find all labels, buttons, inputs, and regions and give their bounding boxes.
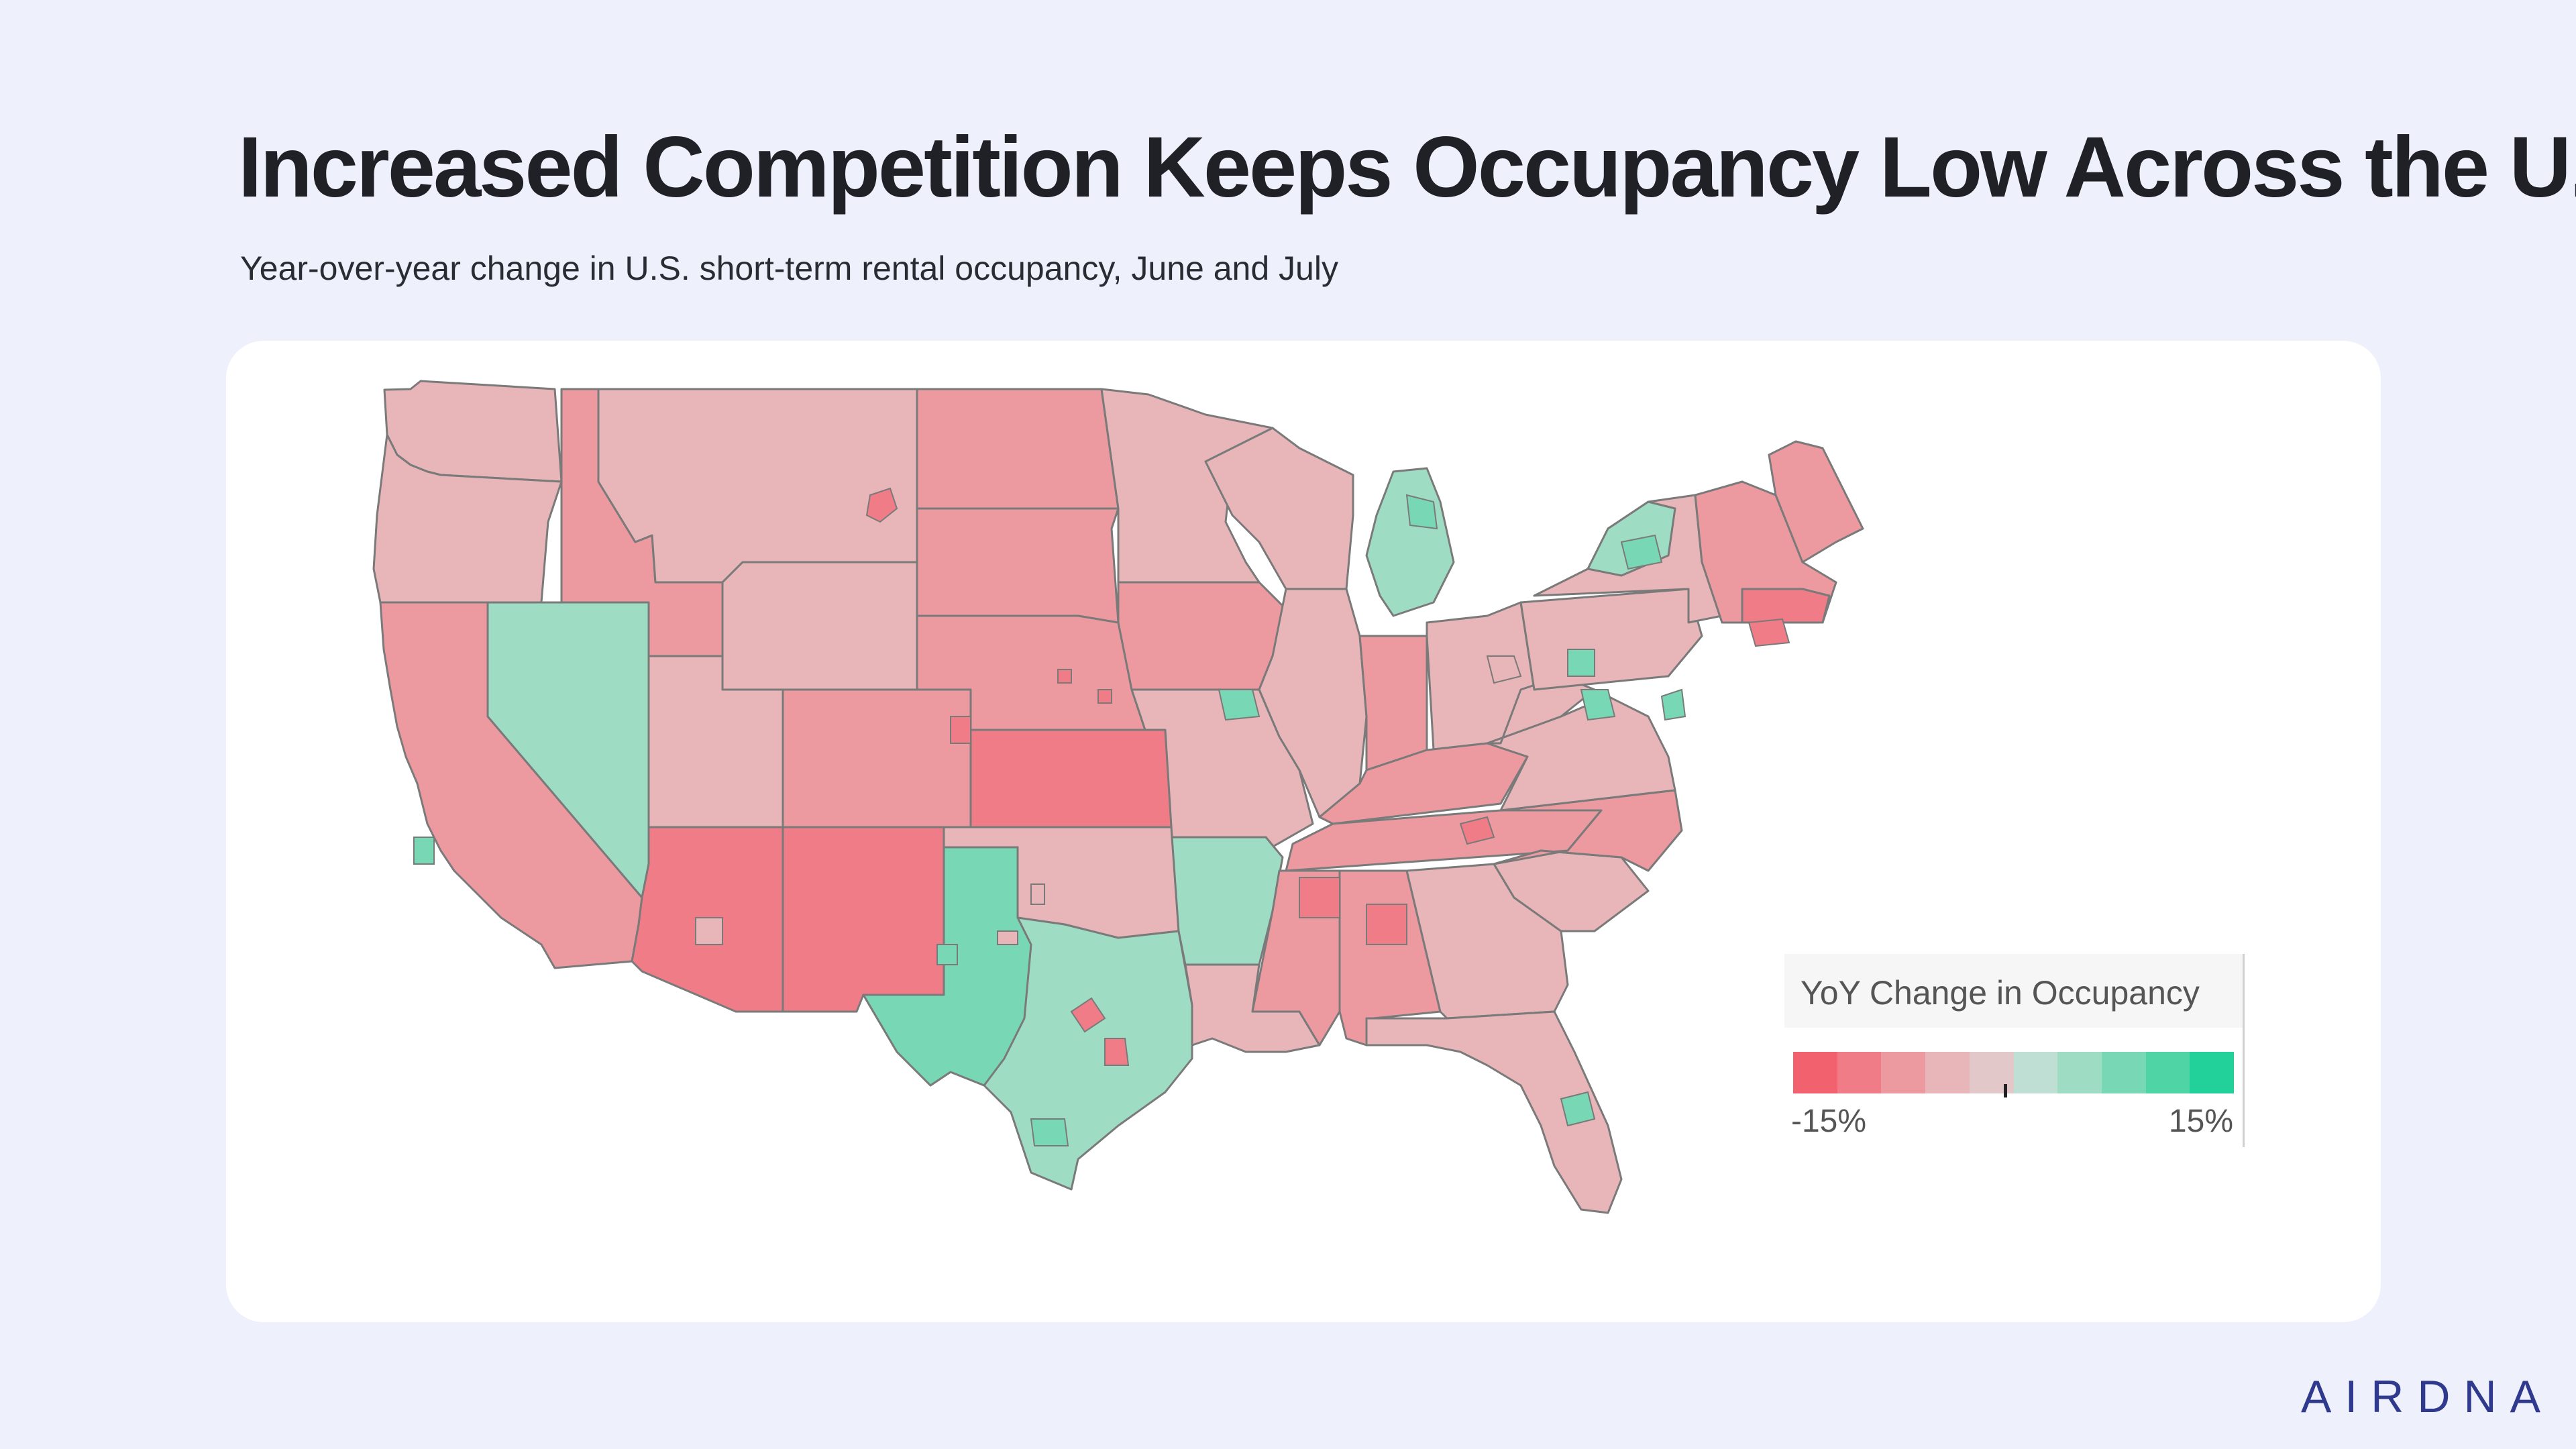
metro-subregion[interactable] [1660,688,1686,721]
region-oregon[interactable] [372,433,563,604]
region-wisconsin[interactable] [1204,427,1354,590]
legend-step [2013,1052,2058,1093]
metro-subregion[interactable] [1097,689,1112,704]
us-choropleth-map [372,380,1864,1214]
metro-subregion[interactable] [1057,669,1072,684]
metro-subregion[interactable] [1070,997,1106,1033]
region-florida[interactable] [1365,1010,1623,1214]
region-colorado[interactable] [782,688,972,828]
page-subtitle: Year-over-year change in U.S. short-term… [240,250,1338,287]
region-pennsylvania[interactable] [1519,588,1703,691]
legend-min-label: -15% [1791,1104,1867,1139]
metro-subregion[interactable] [1299,877,1340,918]
metro-subregion[interactable] [1567,649,1595,677]
region-massachusetts[interactable] [1741,588,1831,624]
metro-subregion[interactable] [1366,904,1407,945]
metro-subregion[interactable] [865,487,898,523]
region-minnesota[interactable] [1100,388,1274,584]
region-maine[interactable] [1768,440,1864,564]
legend-step [2190,1052,2235,1093]
region-south-dakota[interactable] [916,507,1120,624]
map-regions [372,380,1864,1214]
brand-logo: AIRDNA [2301,1371,2554,1422]
page-title: Increased Competition Keeps Occupancy Lo… [238,119,2576,215]
metro-subregion[interactable] [1030,1118,1069,1146]
region-new-england[interactable] [1694,480,1837,624]
metro-subregion[interactable] [1580,689,1616,721]
metro-subregion[interactable] [1218,689,1260,721]
legend-zero-tick [2004,1084,2007,1097]
region-indiana[interactable] [1358,635,1428,771]
metro-subregion[interactable] [1486,655,1522,684]
region-arkansas[interactable] [1171,836,1284,966]
map-subregions [413,487,1790,1146]
region-virginia[interactable] [1486,695,1676,812]
legend-header [1784,954,2244,1028]
metro-subregion[interactable] [413,837,435,865]
legend-title: YoY Change in Occupancy [1801,974,2200,1012]
legend-step [1793,1052,1837,1093]
legend-max-label: 15% [2168,1104,2233,1139]
metro-subregion[interactable] [997,930,1018,945]
legend-divider [2243,954,2245,1147]
region-wyoming[interactable] [721,561,918,691]
region-north-carolina[interactable] [1493,789,1683,872]
metro-subregion[interactable] [936,944,958,965]
legend-step [1881,1052,1926,1093]
metro-subregion[interactable] [1748,618,1790,647]
legend-step [1837,1052,1882,1093]
legend-step [2057,1052,2102,1093]
legend: YoY Change in Occupancy -15% 15% [1784,954,2252,1147]
legend-step [1925,1052,1970,1093]
metro-subregion[interactable] [1560,1091,1596,1127]
metro-subregion[interactable] [695,917,723,945]
legend-step [2145,1052,2190,1093]
region-new-mexico[interactable] [782,826,945,1013]
region-kansas[interactable] [969,729,1173,828]
metro-subregion[interactable] [1405,494,1438,530]
region-north-dakota[interactable] [916,388,1120,510]
metro-subregion[interactable] [1030,883,1045,905]
region-iowa[interactable] [1117,581,1287,691]
metro-subregion[interactable] [1104,1038,1130,1066]
metro-subregion[interactable] [950,716,971,744]
legend-step [2101,1052,2146,1093]
metro-subregion[interactable] [1620,534,1663,570]
metro-subregion[interactable] [1459,816,1495,845]
region-west-texas[interactable] [862,846,1032,1087]
legend-color-ramp [1793,1052,2235,1093]
map-card: YoY Change in Occupancy -15% 15% [226,341,2381,1322]
region-michigan[interactable] [1365,467,1455,617]
